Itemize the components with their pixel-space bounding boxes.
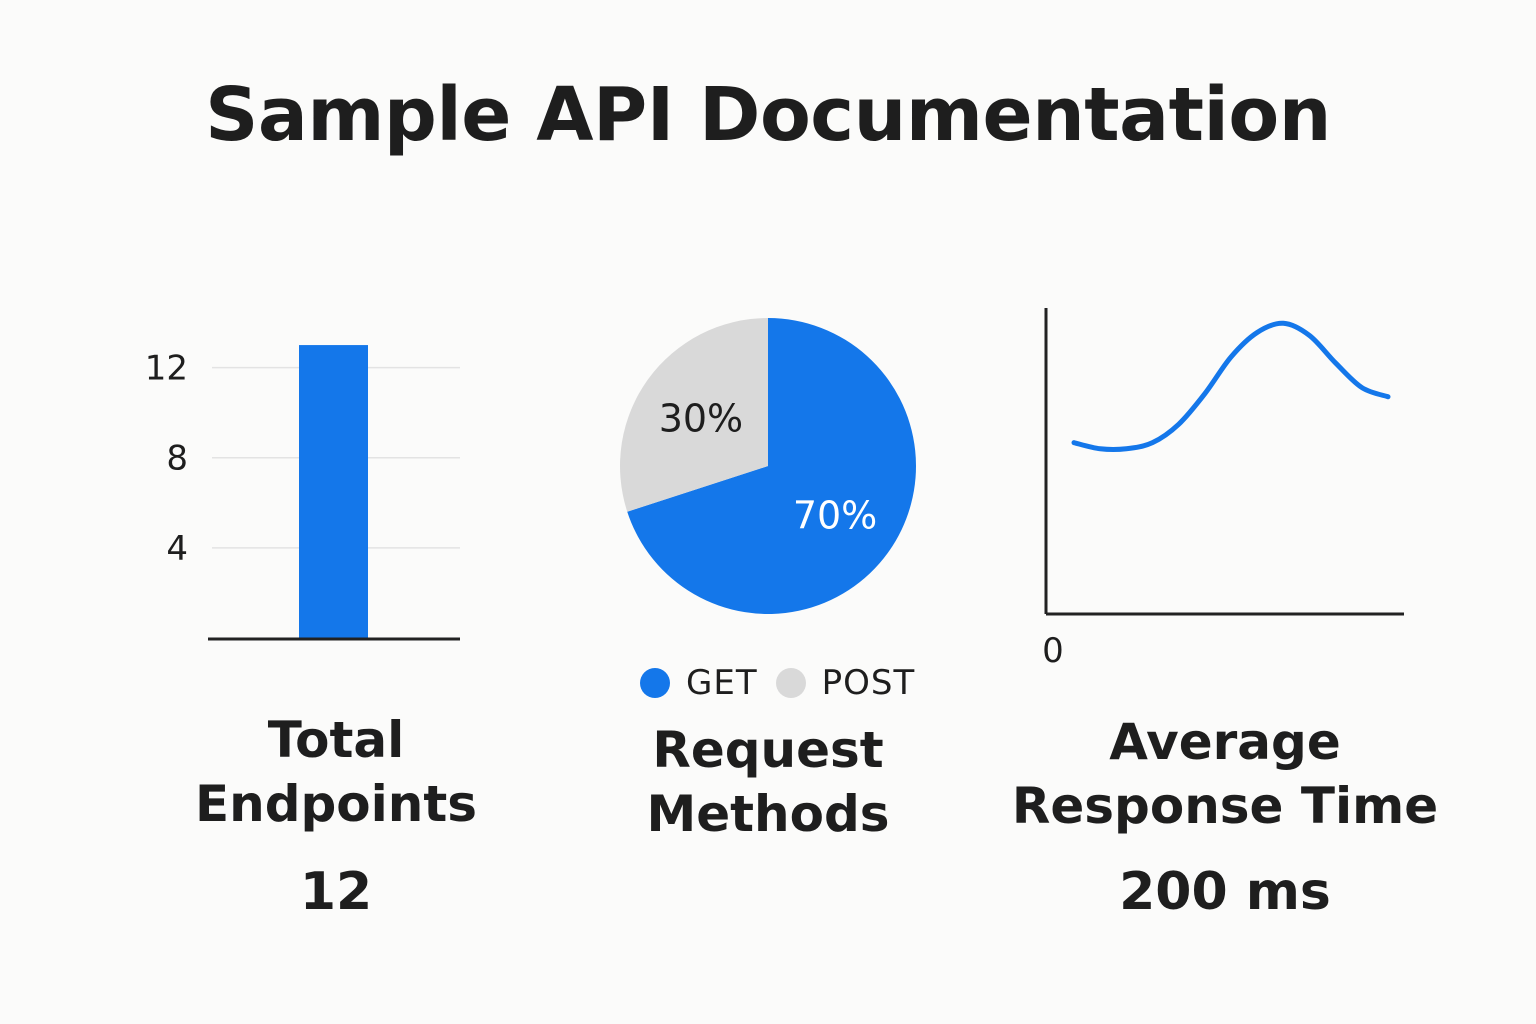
bar-chart: 4 8 12: [145, 345, 460, 641]
stat-total-endpoints: 12: [299, 862, 373, 922]
line-chart: 0: [1042, 308, 1404, 671]
page-title: Sample API Documentation: [205, 72, 1331, 158]
legend-swatch-get: [640, 668, 670, 698]
legend-item-get: GET: [640, 663, 758, 703]
bar-ytick-label: 8: [166, 439, 188, 479]
pie-value-label: 30%: [659, 396, 743, 440]
legend-label-get: GET: [686, 663, 758, 703]
line-series: [1071, 320, 1391, 453]
bar-ytick-label: 12: [145, 349, 188, 389]
pie-chart: 70% 30%: [620, 318, 916, 614]
caption-total-endpoints: Total Endpoints: [194, 711, 478, 833]
legend-swatch-post: [775, 668, 806, 698]
caption-request-methods: Request Methods: [646, 721, 890, 843]
bar-ytick-label: 4: [166, 529, 188, 569]
pie-slice-get: [627, 318, 916, 614]
bar-rect: [299, 345, 368, 638]
pie-value-label: 70%: [793, 494, 877, 538]
stat-average-response-time: 200 ms: [1119, 862, 1331, 922]
legend-item-post: POST: [775, 663, 916, 703]
pie-slice-post: [620, 318, 768, 512]
caption-average-response-time: Average Response Time: [1011, 713, 1439, 835]
line-xtick-label: 0: [1042, 631, 1064, 671]
legend-label-post: POST: [821, 663, 916, 703]
pie-legend: GET POST: [640, 660, 940, 706]
